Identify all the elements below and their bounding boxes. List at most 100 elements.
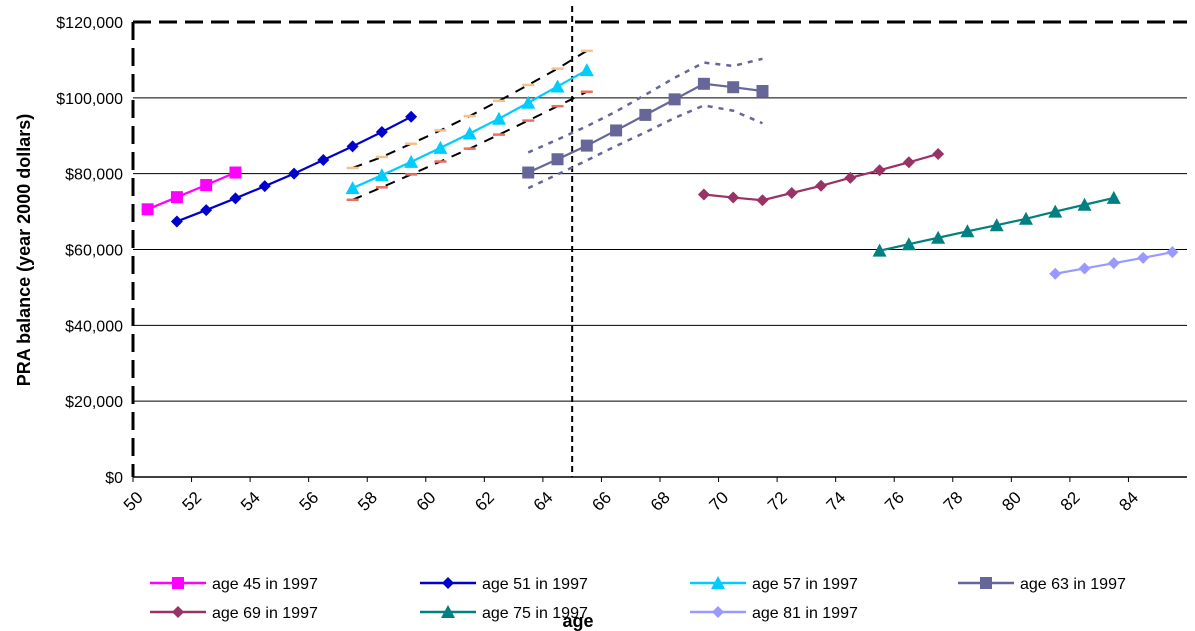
x-tick-label: 84 (1115, 488, 1142, 515)
data-point (727, 191, 740, 204)
data-point (727, 81, 740, 94)
data-point (1137, 251, 1150, 264)
x-tick-label: 74 (823, 488, 850, 515)
data-point (288, 167, 301, 180)
data-point (1077, 197, 1092, 211)
data-point (1049, 267, 1062, 280)
data-point (522, 166, 535, 179)
data-point (756, 85, 769, 98)
x-tick-label: 52 (179, 488, 206, 515)
legend-label: age 75 in 1997 (482, 605, 588, 622)
legend-swatch-marker (441, 605, 455, 618)
data-point (1078, 262, 1091, 275)
data-point (872, 243, 887, 257)
legend: age 45 in 1997 age 51 in 1997 age 57 in 19… (150, 576, 1126, 622)
data-point (580, 139, 593, 152)
legend-swatch-marker (712, 606, 724, 618)
data-point (960, 224, 975, 238)
data-point (346, 140, 359, 153)
legend-item: age 75 in 1997 (420, 605, 588, 622)
data-point (697, 77, 710, 90)
data-point (550, 79, 565, 93)
x-tick-label: 72 (764, 488, 791, 515)
data-point (579, 63, 594, 77)
legend-item: age 51 in 1997 (420, 576, 588, 593)
data-point (1166, 246, 1179, 259)
series-6 (872, 190, 1121, 257)
series-line (703, 152, 939, 202)
legend-swatch-marker (172, 606, 184, 618)
data-point (521, 95, 536, 109)
confidence-bands (346, 49, 763, 202)
legend-label: age 51 in 1997 (482, 576, 588, 593)
legend-item: age 45 in 1997 (150, 576, 318, 593)
data-point (374, 168, 389, 182)
data-point (258, 180, 271, 193)
x-tick-label: 58 (354, 488, 381, 515)
y-axis-title: PRA balance (year 2000 dollars) (14, 114, 34, 386)
x-tick-label: 82 (1057, 488, 1084, 515)
legend-swatch-marker (711, 576, 725, 589)
data-point (404, 154, 419, 168)
data-point (229, 192, 242, 205)
y-tick-label: $60,000 (65, 243, 123, 260)
x-tick-label: 60 (413, 488, 440, 515)
legend-label: age 69 in 1997 (212, 605, 318, 622)
data-point (200, 204, 213, 217)
data-point (639, 108, 652, 121)
data-point (405, 110, 418, 123)
x-tick-label: 50 (120, 488, 147, 515)
data-point (170, 215, 183, 228)
series-2 (170, 110, 418, 228)
data-point (375, 125, 388, 138)
x-axis-ticks: 50 52 54 56 58 60 62 64 66 68 70 72 74 76 78 80 82 84 (120, 477, 1142, 515)
x-tick-label: 66 (588, 488, 615, 515)
series-line (147, 171, 236, 211)
series-7 (1049, 246, 1179, 280)
y-tick-label: $80,000 (65, 167, 123, 184)
data-point (462, 126, 477, 140)
data-point (170, 191, 183, 204)
series-4 (522, 77, 769, 179)
legend-label: age 81 in 1997 (752, 605, 858, 622)
data-point (141, 203, 154, 216)
x-tick-label: 76 (881, 488, 908, 515)
band-lower-line (352, 90, 588, 201)
data-point (229, 166, 242, 179)
series-3 (345, 63, 594, 195)
x-tick-label: 56 (296, 488, 323, 515)
legend-swatch-marker (980, 577, 992, 589)
data-point (551, 153, 564, 166)
data-point (1106, 190, 1121, 204)
x-axis-title: age (562, 611, 593, 631)
legend-item: age 69 in 1997 (150, 605, 318, 622)
x-tick-label: 78 (940, 488, 967, 515)
legend-label: age 57 in 1997 (752, 576, 858, 593)
plot-frame (131, 6, 1187, 478)
data-point (1107, 257, 1120, 270)
y-tick-label: $0 (105, 470, 123, 487)
x-tick-label: 80 (998, 488, 1025, 515)
data-point (902, 156, 915, 169)
data-point (697, 188, 710, 201)
y-tick-label: $100,000 (56, 91, 123, 108)
x-tick-label: 62 (471, 488, 498, 515)
y-axis-ticks: $0 $20,000 $40,000 $60,000 $80,000 $100,000 $1… (56, 15, 123, 487)
data-point (785, 187, 798, 200)
data-point (1018, 211, 1033, 225)
legend-label: age 45 in 1997 (212, 576, 318, 593)
series-1 (141, 166, 242, 216)
series-5 (697, 147, 945, 207)
legend-label: age 63 in 1997 (1020, 576, 1126, 593)
series-lines (141, 63, 1179, 280)
legend-swatch-marker (442, 577, 454, 589)
legend-item: age 63 in 1997 (958, 576, 1126, 593)
data-point (1048, 204, 1063, 218)
data-point (931, 230, 946, 244)
data-point (989, 218, 1004, 232)
legend-item: age 81 in 1997 (690, 605, 858, 622)
x-tick-label: 70 (706, 488, 733, 515)
y-tick-label: $20,000 (65, 394, 123, 411)
data-point (815, 179, 828, 192)
